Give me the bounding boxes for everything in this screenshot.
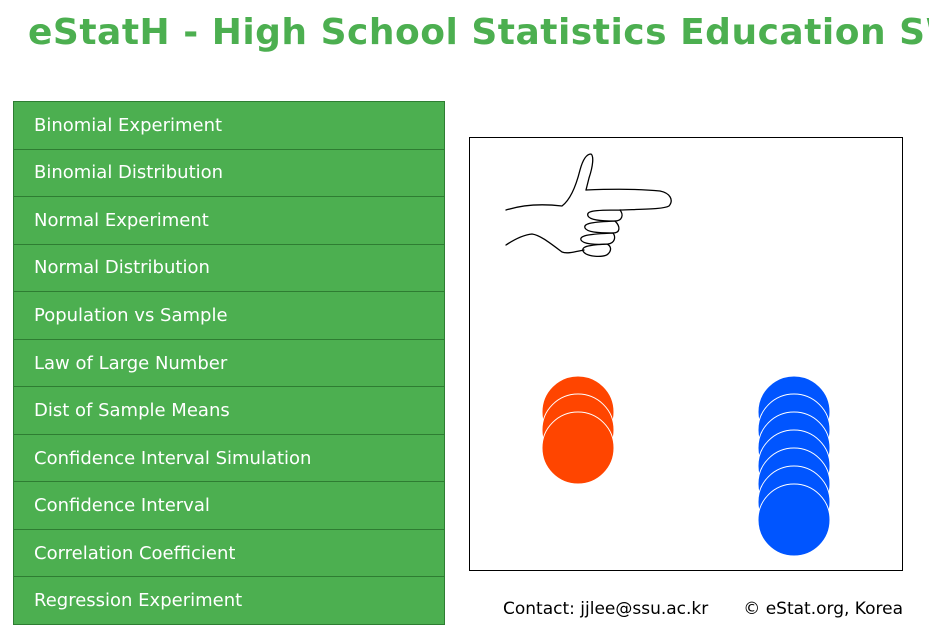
- menu-item-population-vs-sample[interactable]: Population vs Sample: [13, 292, 445, 340]
- blue-ball: [757, 483, 831, 557]
- menu-item-normal-experiment[interactable]: Normal Experiment: [13, 197, 445, 245]
- app-title: eStatH - High School Statistics Educatio…: [28, 12, 929, 53]
- preview-canvas: [469, 137, 903, 571]
- menu-item-normal-distribution[interactable]: Normal Distribution: [13, 244, 445, 293]
- orange-ball-stack: [541, 375, 615, 485]
- contact-text: Contact: jjlee@ssu.ac.kr: [503, 599, 709, 619]
- pointing-hand-icon: [505, 153, 672, 258]
- menu-item-confidence-interval[interactable]: Confidence Interval: [13, 482, 445, 530]
- orange-ball: [541, 411, 615, 485]
- menu-item-confidence-interval-simulation[interactable]: Confidence Interval Simulation: [13, 434, 445, 483]
- menu-item-binomial-experiment[interactable]: Binomial Experiment: [13, 101, 445, 150]
- menu-item-dist-of-sample-means[interactable]: Dist of Sample Means: [13, 387, 445, 435]
- copyright-text: © eStat.org, Korea: [743, 599, 903, 619]
- blue-ball-stack: [757, 375, 831, 557]
- menu-item-regression-experiment[interactable]: Regression Experiment: [13, 577, 445, 626]
- menu-item-binomial-distribution[interactable]: Binomial Distribution: [13, 149, 445, 198]
- main-menu: Binomial Experiment Binomial Distributio…: [13, 101, 445, 626]
- menu-item-correlation-coefficient[interactable]: Correlation Coefficient: [13, 529, 445, 578]
- preview-svg: [505, 153, 831, 557]
- menu-item-law-of-large-number[interactable]: Law of Large Number: [13, 339, 445, 388]
